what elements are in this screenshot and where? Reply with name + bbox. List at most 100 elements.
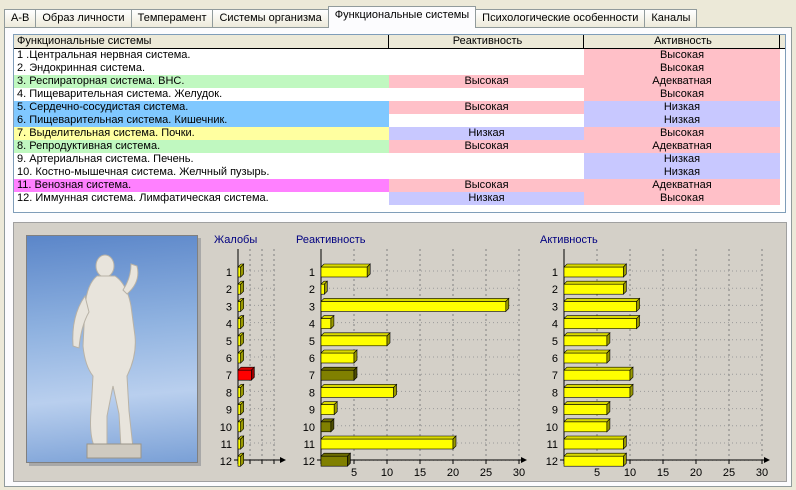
category-label: 8 [226, 387, 232, 399]
bar-side [240, 263, 244, 278]
table-row[interactable]: 4. Пищеварительная система. Желудок. Высо… [14, 88, 785, 101]
tick-label: 20 [690, 467, 702, 479]
category-label: 10 [220, 422, 232, 434]
bar [237, 438, 241, 450]
bar-side [251, 366, 255, 381]
reactivity-cell: Низкая [389, 192, 584, 205]
table-row[interactable]: 11. Венозная система. Высокая Адекватная [14, 179, 785, 192]
bar-top [563, 452, 628, 457]
category-label: 1 [226, 267, 232, 279]
tab-1[interactable]: Образ личности [35, 9, 132, 28]
category-label: 3 [552, 301, 558, 313]
category-label: 8 [552, 387, 558, 399]
category-label: 6 [552, 353, 558, 365]
category-label: 2 [552, 284, 558, 296]
tab-4[interactable]: Функциональные системы [327, 6, 477, 28]
table-row[interactable]: 3. Респираторная система. ВНС. Высокая Аде… [14, 75, 785, 88]
bar [563, 318, 637, 329]
category-label: 2 [309, 284, 315, 296]
chart-title: Активность [540, 234, 598, 246]
bar-side [240, 314, 244, 330]
bar-top [320, 452, 352, 457]
category-label: 9 [552, 405, 558, 417]
bar [563, 455, 624, 467]
bar-side [353, 349, 358, 364]
charts-area: Жалобы 1 2 3 4 5 6 7 8 9 10 11 12 Реактивность 5 10 15 20… [13, 222, 787, 482]
bar-side [330, 314, 335, 330]
activity-cell: Высокая [584, 127, 780, 140]
category-label: 7 [309, 370, 315, 382]
bar-side [347, 452, 351, 467]
bar-side [636, 297, 640, 313]
bar-side [505, 297, 510, 313]
bar-side [623, 452, 627, 467]
bar [320, 335, 388, 347]
table-row[interactable]: 9. Артериальная система. Печень. Низкая [14, 153, 785, 166]
table-row[interactable]: 7. Выделительная система. Почки. Низкая Вы… [14, 127, 785, 140]
reactivity-cell [389, 166, 584, 179]
category-label: 9 [309, 405, 315, 417]
bar-side [240, 280, 244, 295]
header-systems[interactable]: Функциональные системы [14, 35, 389, 48]
tab-2[interactable]: Темперамент [130, 9, 214, 28]
bar [320, 438, 454, 450]
tab-3[interactable]: Системы организма [212, 9, 329, 28]
bar-top [563, 263, 628, 268]
x-axis-arrow [521, 457, 527, 463]
reactivity-cell: Высокая [389, 75, 584, 88]
statue-image [26, 235, 198, 463]
header-activity[interactable]: Активность [584, 35, 780, 48]
bar [237, 301, 241, 312]
category-label: 11 [304, 439, 315, 451]
tab-0[interactable]: А-В [4, 9, 37, 28]
bar [237, 266, 241, 278]
tab-6[interactable]: Каналы [644, 9, 698, 28]
system-name-cell: 5. Сердечно-сосудистая система. [14, 101, 389, 114]
category-label: 12 [220, 456, 232, 468]
bar-top [563, 435, 628, 440]
tick-label: 15 [414, 467, 426, 479]
category-label: 12 [546, 456, 558, 468]
bar [320, 387, 394, 398]
tick-label: 30 [756, 467, 768, 479]
header-reactivity[interactable]: Реактивность [389, 35, 584, 48]
table-row[interactable]: 6. Пищеварительная система. Кишечник. Низ… [14, 114, 785, 127]
bar-side [330, 418, 335, 433]
activity-cell: Низкая [584, 114, 780, 127]
category-label: 3 [226, 301, 232, 313]
bar [320, 283, 325, 295]
functional-systems-table[interactable]: Функциональные системы Реактивность Акти… [13, 34, 786, 213]
tick-label: 25 [480, 467, 492, 479]
table-row[interactable]: 2. Эндокринная система. Высокая [14, 62, 785, 75]
bar-side [623, 435, 627, 450]
activity-cell: Высокая [584, 49, 780, 62]
bar-side [240, 452, 244, 467]
category-label: 4 [309, 319, 315, 331]
table-row[interactable]: 10. Костно-мышечная система. Желчный пуз… [14, 166, 785, 179]
bar-top [563, 315, 641, 319]
category-label: 4 [226, 319, 232, 331]
category-label: 11 [547, 439, 558, 451]
category-label: 5 [309, 336, 315, 348]
bar-side [636, 314, 640, 330]
reactivity-cell: Высокая [389, 179, 584, 192]
tab-5[interactable]: Психологические особенности [475, 9, 646, 28]
table-row[interactable]: 8. Репродуктивная система. Высокая Адекват… [14, 140, 785, 153]
table-row[interactable]: 12. Иммунная система. Лимфатическая сист… [14, 192, 785, 205]
reactivity-cell: Низкая [389, 127, 584, 140]
tick-label: 5 [351, 467, 357, 479]
bar-side [240, 297, 244, 313]
tab-bar: А-В Образ личности Темперамент Системы орга… [4, 6, 698, 28]
table-body: 1 .Центральная нервная система. Высокая 2.… [14, 49, 785, 205]
bar [563, 266, 624, 278]
bar [320, 318, 332, 329]
bar-side [623, 263, 627, 278]
table-row[interactable]: 5. Сердечно-сосудистая система. Высокая Ни… [14, 101, 785, 114]
bar-top [563, 384, 634, 388]
table-row[interactable]: 1 .Центральная нервная система. Высокая [14, 49, 785, 62]
bar-top [320, 349, 358, 354]
system-name-cell: 6. Пищеварительная система. Кишечник. [14, 114, 389, 127]
bar [320, 301, 507, 312]
